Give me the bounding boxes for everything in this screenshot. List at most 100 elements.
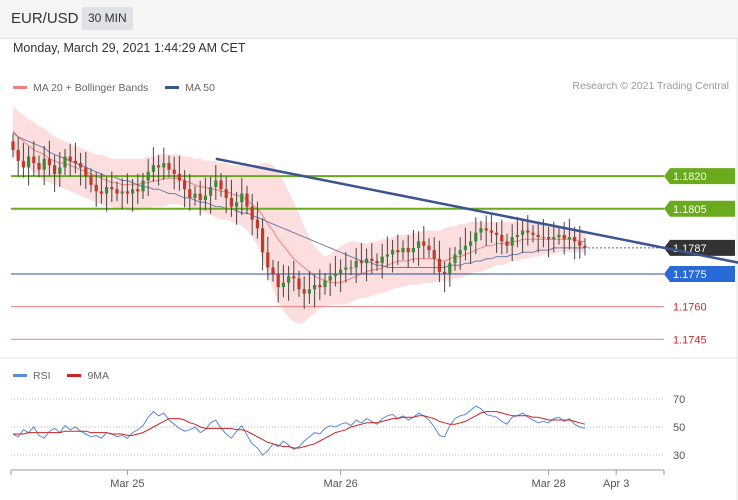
candle-body	[136, 189, 140, 192]
candle	[261, 218, 265, 271]
candle-body	[68, 156, 72, 161]
candle-body	[323, 280, 327, 288]
candle-body	[11, 141, 15, 151]
candle-body	[120, 191, 124, 194]
candle-body	[63, 156, 67, 168]
candle-body	[333, 274, 337, 277]
candle	[131, 178, 135, 212]
candle-body	[229, 197, 233, 207]
candle	[229, 179, 233, 217]
candle-body	[172, 169, 176, 174]
candle	[333, 255, 337, 287]
candle-body	[105, 187, 109, 194]
candle-body	[427, 245, 431, 251]
candle	[219, 172, 223, 197]
candle-body	[27, 156, 31, 168]
candle	[183, 170, 187, 208]
candle	[411, 229, 415, 263]
rsi-tick-label-70: 70	[673, 394, 685, 406]
bollinger-band-area	[13, 106, 585, 325]
candle-body	[479, 228, 483, 233]
level-label-1.1760: 1.1760	[673, 302, 707, 314]
candle-body	[281, 282, 285, 288]
legend-swatch-ma20	[13, 86, 27, 89]
level-badge-1.1805	[664, 200, 735, 217]
candle-body	[453, 254, 457, 264]
candle-body	[157, 165, 161, 168]
candle	[536, 222, 540, 253]
candle-body	[79, 163, 83, 168]
candle-body	[583, 245, 587, 248]
candle-body	[313, 284, 317, 290]
candle-body	[287, 276, 291, 283]
candle-body	[536, 234, 540, 238]
candle-body	[214, 180, 218, 188]
candle	[375, 253, 379, 271]
candle-body	[469, 241, 473, 246]
candle	[417, 231, 421, 266]
candle-body	[489, 230, 493, 233]
candle-body	[110, 187, 114, 190]
candle	[479, 220, 483, 241]
candle-body	[94, 184, 98, 192]
candle	[297, 270, 301, 297]
candle	[521, 220, 525, 253]
candle	[115, 181, 119, 202]
candle-body	[297, 278, 301, 290]
candle-body	[552, 237, 556, 240]
candle-body	[146, 171, 150, 181]
candle	[172, 156, 176, 190]
legend-label-rsi: RSI	[33, 369, 51, 382]
candle-body	[276, 274, 280, 288]
candle	[21, 142, 25, 178]
candle	[73, 142, 77, 174]
x-tick-label: Mar 28	[531, 478, 565, 490]
candle-body	[385, 254, 389, 257]
candle	[79, 152, 83, 186]
level-badge-1.1775	[664, 266, 735, 283]
candle-body	[417, 241, 421, 248]
candle	[448, 247, 452, 287]
candle	[287, 265, 291, 301]
candle	[573, 226, 577, 260]
candle	[500, 219, 504, 255]
legend-label-9ma: 9MA	[87, 369, 110, 382]
candle	[32, 141, 36, 176]
candle-body	[557, 234, 561, 238]
candle-body	[131, 189, 135, 194]
candle	[391, 239, 395, 273]
legend-item-rsi: RSI	[13, 370, 51, 382]
candle	[313, 274, 317, 308]
candle-body	[292, 276, 296, 279]
candle-body	[219, 180, 223, 190]
candle-body	[84, 167, 88, 177]
candle	[224, 176, 228, 214]
candle-body	[188, 189, 192, 198]
legend-label-ma50: MA 50	[185, 81, 215, 94]
rsi-tick-label-30: 30	[673, 450, 685, 462]
candle-body	[167, 163, 171, 170]
candle	[110, 171, 114, 203]
candle	[344, 252, 348, 283]
candle-body	[411, 247, 415, 253]
timeframe-badge[interactable]: 30 MIN	[82, 7, 133, 30]
candle-body	[203, 195, 207, 201]
candle-body	[370, 258, 374, 261]
candle	[583, 238, 587, 256]
candle	[84, 151, 88, 189]
candle	[136, 173, 140, 205]
candle	[63, 148, 67, 176]
candle	[162, 147, 166, 181]
candle	[203, 177, 207, 211]
candle	[474, 217, 478, 255]
candle	[235, 192, 239, 225]
candle	[276, 261, 280, 303]
candle-body	[53, 165, 57, 174]
candle	[453, 246, 457, 271]
candle	[255, 201, 259, 239]
candle-body	[89, 176, 93, 185]
candle	[401, 240, 405, 260]
candle-body	[443, 271, 447, 275]
candle	[68, 143, 72, 177]
